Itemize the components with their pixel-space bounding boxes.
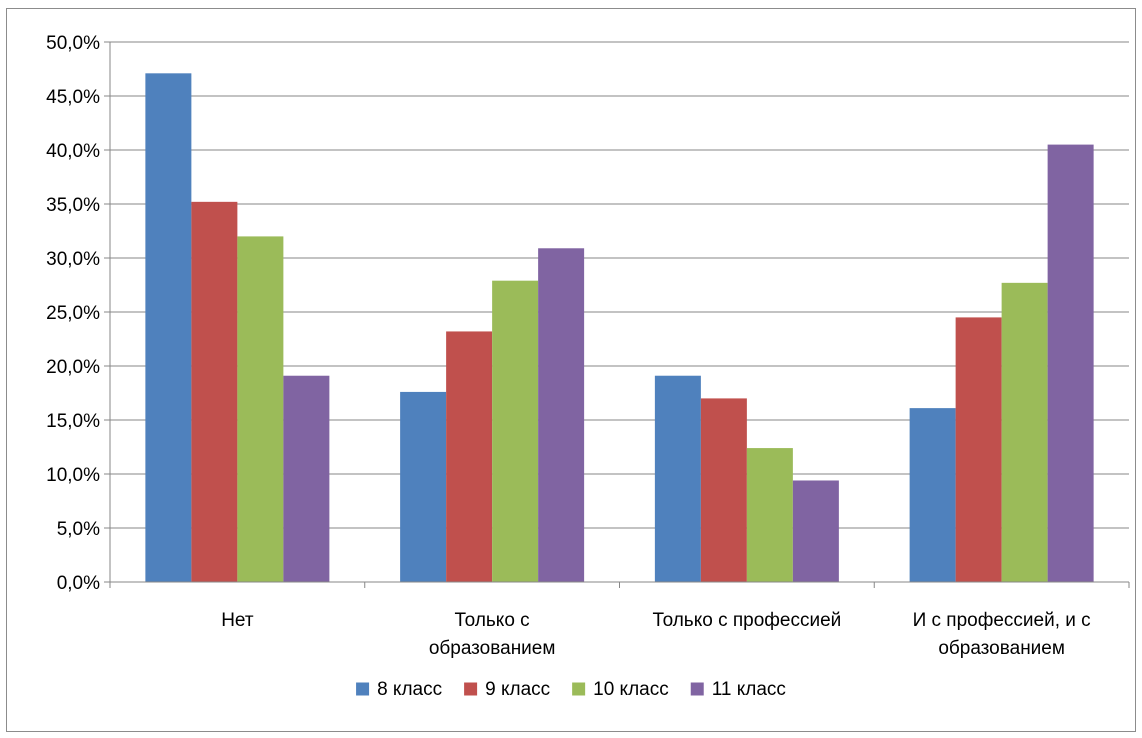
axes — [104, 41, 1130, 588]
legend-swatch — [356, 682, 370, 696]
bar — [909, 408, 956, 582]
y-tick-label: 50,0% — [46, 33, 100, 54]
legend-swatch — [464, 682, 478, 696]
y-tick-label: 40,0% — [46, 141, 100, 162]
bar — [237, 236, 284, 582]
legend-swatch — [572, 682, 586, 696]
y-tick-label: 45,0% — [46, 87, 100, 108]
bar — [538, 248, 585, 582]
y-tick-label: 0,0% — [57, 573, 100, 594]
bar — [654, 375, 701, 582]
legend-label: 10 класс — [593, 679, 669, 700]
x-category-labels: Нет Только с образованием Только с професси… — [221, 610, 1090, 659]
bar — [446, 331, 493, 582]
y-tick-label: 15,0% — [46, 411, 100, 432]
legend-label: 8 класс — [377, 679, 442, 700]
legend: 8 класс 9 класс 10 класс 11 класс — [356, 679, 786, 700]
x-category-label: И с профессией, и с — [913, 610, 1091, 631]
chart-frame: 0,0% 5,0% 10,0% 15,0% 20,0% 25,0% 30,0% 35,0% 40… — [6, 8, 1136, 732]
y-tick-label: 5,0% — [57, 519, 100, 540]
y-tick-label: 25,0% — [46, 303, 100, 324]
x-category-label: образованием — [429, 638, 556, 659]
x-category-label: Только с профессией — [652, 610, 841, 631]
bars — [145, 73, 1094, 582]
bar — [145, 73, 192, 582]
y-tick-label: 20,0% — [46, 357, 100, 378]
bar — [191, 201, 238, 582]
legend-label: 11 класс — [712, 679, 786, 700]
x-category-label: Только с — [455, 610, 530, 631]
legend-label: 9 класс — [485, 679, 550, 700]
bar — [700, 398, 747, 582]
bar — [1047, 144, 1094, 582]
bar-chart: 0,0% 5,0% 10,0% 15,0% 20,0% 25,0% 30,0% 35,0% 40… — [46, 33, 1130, 700]
bar — [400, 391, 447, 582]
bar — [283, 375, 330, 582]
legend-swatch — [690, 682, 704, 696]
bar — [792, 480, 839, 582]
y-tick-label: 10,0% — [46, 465, 100, 486]
x-category-label: образованием — [938, 638, 1065, 659]
bar — [746, 448, 793, 582]
x-category-label: Нет — [221, 610, 254, 631]
y-tick-label: 30,0% — [46, 249, 100, 270]
bar — [1001, 282, 1048, 582]
bar — [955, 317, 1002, 582]
y-tick-label: 35,0% — [46, 195, 100, 216]
y-tick-labels: 0,0% 5,0% 10,0% 15,0% 20,0% 25,0% 30,0% 35,0% 40… — [46, 33, 100, 594]
bar — [492, 280, 539, 582]
